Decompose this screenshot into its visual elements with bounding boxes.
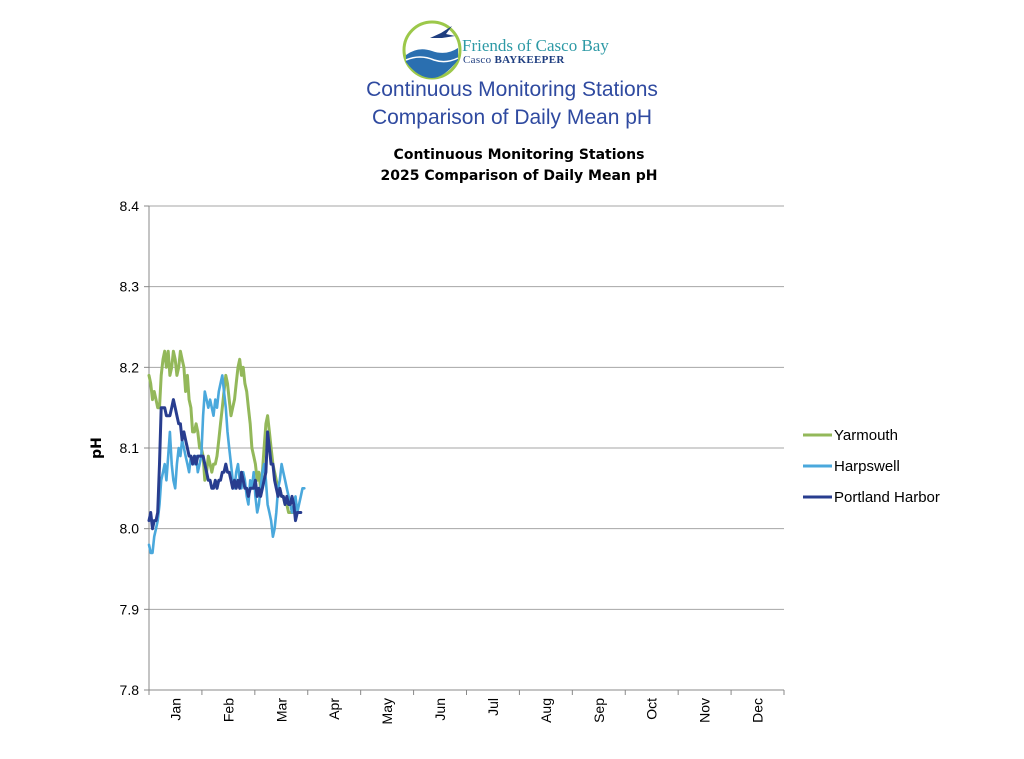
x-tick-label: Jan [167,698,183,721]
chart-title-line-1: Continuous Monitoring Stations [394,147,645,163]
y-tick-label: 8.1 [120,440,140,456]
x-tick-label: Sep [591,698,607,723]
x-tick-label: Nov [697,698,713,723]
series-line-yarmouth [147,349,296,514]
data-series [147,349,306,555]
x-tick-label: Dec [750,698,766,723]
chart-title-line-2: 2025 Comparison of Daily Mean pH [381,168,658,184]
series-line-portland-harbor [147,398,303,531]
x-tick-label: Aug [538,698,554,723]
logo-subtitle-part-a: Casco [463,54,494,66]
y-tick-label: 8.2 [120,359,140,375]
logo-name: Friends of Casco Bay [462,36,609,55]
y-axis-ticks: 7.8 7.9 8.0 8.1 8.2 8.3 8.4 [120,198,149,698]
legend-label: Portland Harbor [834,489,940,506]
x-tick-label: Jul [485,698,501,716]
x-tick-label: Feb [220,698,236,722]
gridlines [149,205,784,610]
y-tick-label: 7.8 [120,682,140,698]
y-tick-label: 8.4 [120,198,140,214]
x-tick-label: Oct [644,698,660,720]
page-title-line-1: Continuous Monitoring Stations [366,78,658,101]
x-tick-label: Jun [432,698,448,721]
logo-subtitle-part-b: BAYKEEPER [494,54,565,66]
x-tick-label: Apr [326,698,342,720]
x-tick-label: May [379,698,395,724]
logo-subtitle: Casco BAYKEEPER [463,54,565,66]
legend: Yarmouth Harpswell Portland Harbor [803,427,940,506]
y-tick-label: 8.3 [120,279,140,295]
legend-label: Yarmouth [834,427,898,444]
logo-wave-icon [406,48,458,78]
series-line-harpswell [147,374,306,555]
y-axis-label: pH [89,437,105,459]
x-axis-ticks: Jan Feb Mar Apr May Jun Jul Aug Sep Oct Nov Dec [148,690,785,724]
x-tick-label: Mar [273,698,289,722]
legend-label: Harpswell [834,458,900,475]
y-tick-label: 7.9 [120,601,140,617]
logo-bird-icon [430,26,455,38]
friends-of-casco-bay-logo: Friends of Casco Bay Casco BAYKEEPER [402,20,609,80]
y-tick-label: 8.0 [120,521,140,537]
page-title-line-2: Comparison of Daily Mean pH [372,106,652,129]
